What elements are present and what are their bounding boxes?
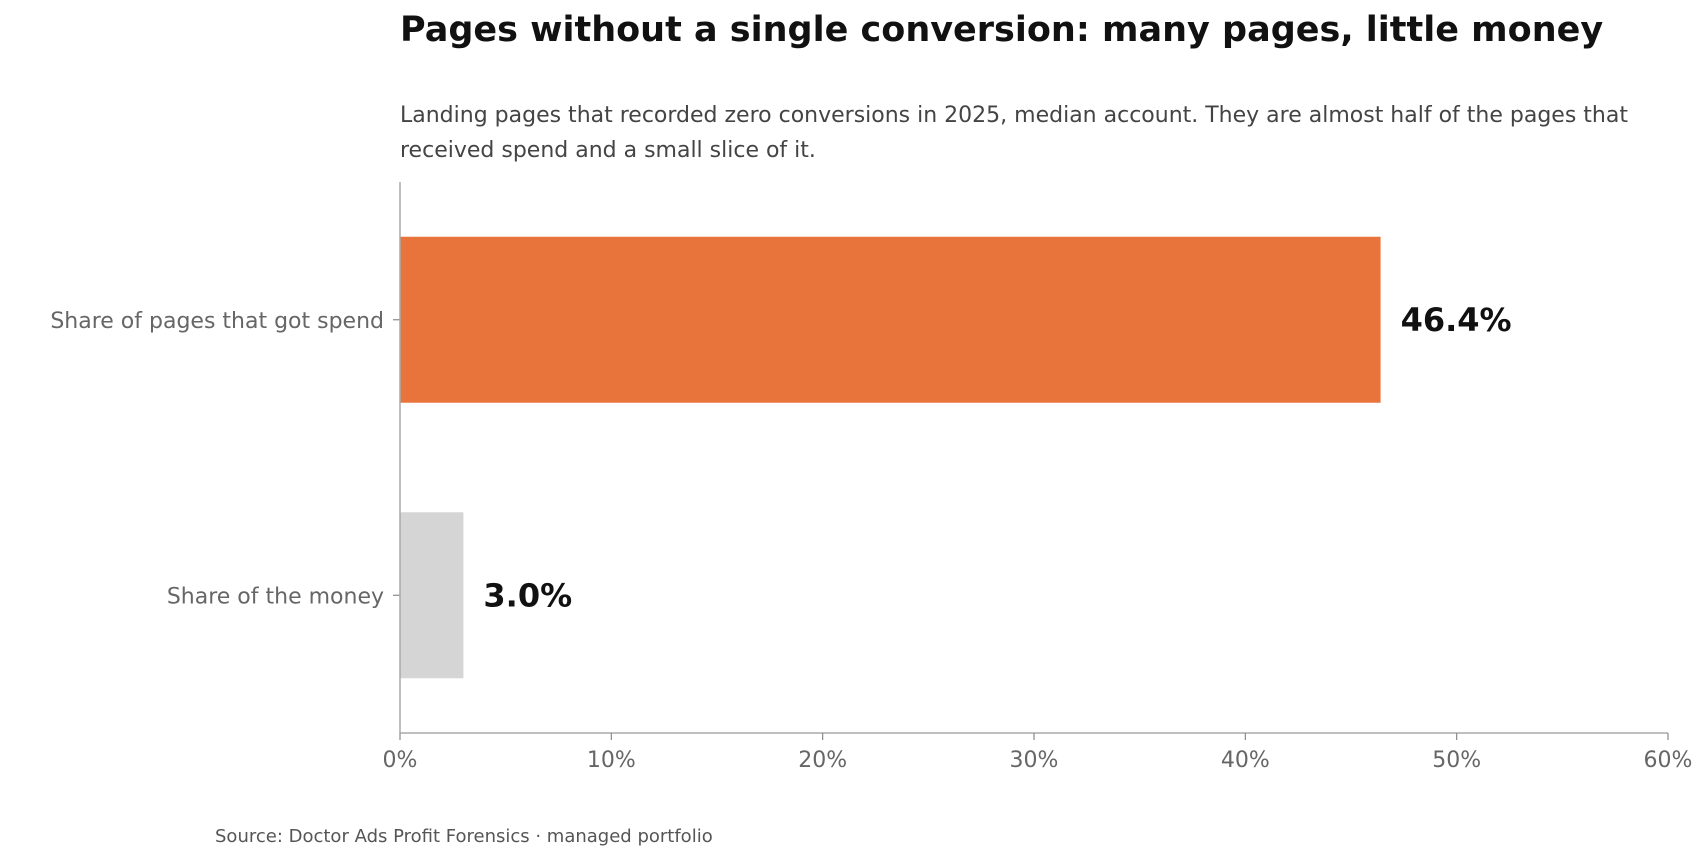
value-label: 3.0% [483,576,572,614]
category-label: Share of pages that got spend [50,309,384,334]
value-label: 46.4% [1401,301,1512,339]
bar [400,512,464,679]
chart-title: Pages without a single conversion: many … [400,10,1604,50]
chart-subtitle: Landing pages that recorded zero convers… [400,103,1628,163]
x-tick-label: 0% [383,748,418,773]
x-tick-label: 10% [587,748,636,773]
source-note: Source: Doctor Ads Profit Forensics · ma… [215,826,713,847]
x-tick-label: 20% [798,748,847,773]
bar [400,236,1381,403]
category-label: Share of the money [167,584,384,609]
x-tick-label: 50% [1432,748,1481,773]
x-tick-label: 40% [1221,748,1270,773]
x-tick-label: 60% [1644,748,1693,773]
x-tick-label: 30% [1010,748,1059,773]
